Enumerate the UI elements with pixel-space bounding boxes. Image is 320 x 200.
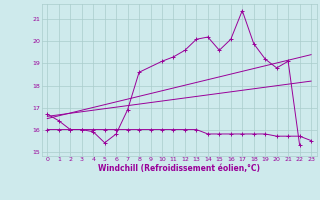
X-axis label: Windchill (Refroidissement éolien,°C): Windchill (Refroidissement éolien,°C)	[98, 164, 260, 173]
